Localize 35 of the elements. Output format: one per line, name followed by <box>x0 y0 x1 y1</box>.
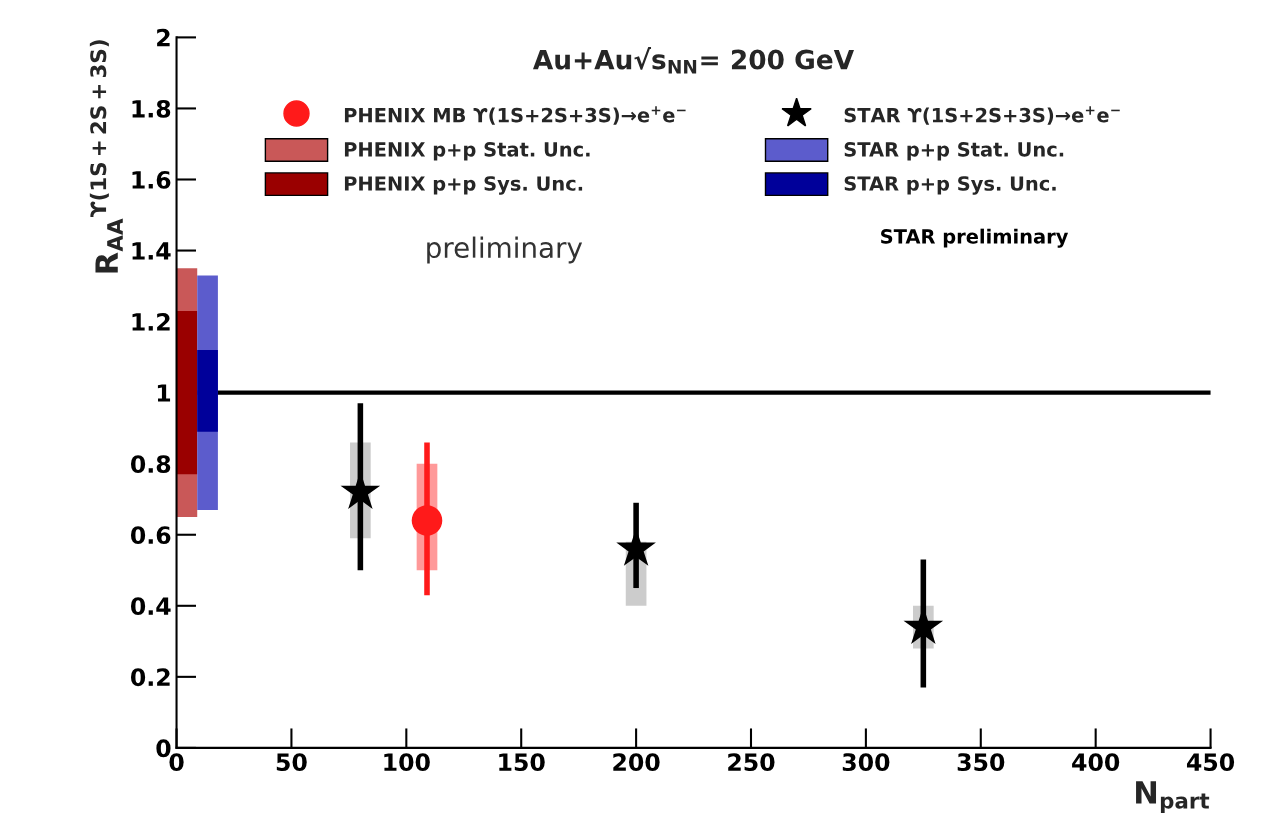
y-tick-label: 1.4 <box>132 242 171 260</box>
x-tick-label: 350 <box>957 753 1005 772</box>
x-axis-title: N$_{part}$ <box>1136 781 1210 813</box>
x-tick-label: 300 <box>842 753 890 772</box>
point <box>411 505 443 536</box>
x-tick-label: 250 <box>728 753 775 772</box>
y-tick-label: 1.6 <box>132 170 171 189</box>
legend-label: PHENIX MB ϒ(1S+2S+3S)→e$^{+}$e$^{−}$ <box>344 106 686 125</box>
x-tick-label: 150 <box>499 753 545 772</box>
legend-label: PHENIX p+p Sys. Unc. <box>344 176 583 195</box>
y-tick-label: 0.4 <box>130 597 171 616</box>
bar <box>176 310 198 475</box>
y-axis-title: R$_{AA}$$^{ϒ(1S+2S+3S)}$ <box>89 40 123 273</box>
x-tick-label: 450 <box>1186 753 1235 772</box>
y-tick-label: 0 <box>156 739 171 758</box>
x-tick-label: 400 <box>1072 753 1120 772</box>
x-tick-label: 200 <box>613 753 660 772</box>
y-tick-label: 0.8 <box>130 455 171 473</box>
legend-label: STAR p+p Sys. Unc. <box>844 176 1056 195</box>
chart-title: Au+Au√s$_{NN}$= 200 GeV <box>532 47 854 74</box>
bar <box>197 350 218 432</box>
y-tick-label: 1 <box>157 384 171 402</box>
x-tick-label: 50 <box>276 753 307 772</box>
y-tick-label: 2 <box>157 28 170 47</box>
annotation: preliminary <box>427 236 583 264</box>
y-tick-label: 0.6 <box>130 526 171 545</box>
annotation: STAR preliminary <box>881 228 1069 248</box>
x-tick-label: 100 <box>384 753 430 772</box>
legend-label: STAR ϒ(1S+2S+3S)→e$^{+}$e$^{−}$ <box>844 106 1120 125</box>
legend-label: STAR p+p Stat. Unc. <box>844 142 1064 161</box>
y-tick-label: 1.8 <box>132 99 171 118</box>
y-tick-label: 1.2 <box>132 313 170 331</box>
legend-label: PHENIX p+p Stat. Unc. <box>344 142 590 161</box>
x-tick-label: 0 <box>169 753 184 772</box>
y-tick-label: 0.2 <box>130 668 170 687</box>
